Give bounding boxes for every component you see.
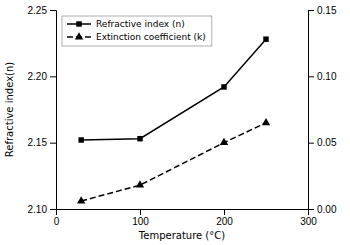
tick: 0.05	[308, 137, 337, 148]
series-markers	[78, 36, 268, 142]
tick-label: 0.00	[317, 204, 337, 215]
tick: 200	[216, 209, 233, 227]
y2-axis: 0.00 0.05 0.10 0.15	[308, 5, 337, 215]
tick-mark	[140, 209, 141, 215]
tick-mark	[308, 76, 314, 77]
tick-label: 0.10	[317, 71, 337, 82]
tick-mark	[50, 143, 56, 144]
tick-mark	[224, 209, 225, 215]
point	[220, 138, 228, 145]
tick-label: 2.15	[28, 137, 48, 148]
chart: 01002003002.102.152.202.250.000.050.100.…	[0, 0, 350, 245]
tick-label: 100	[132, 216, 149, 227]
tick: 2.10	[28, 204, 56, 215]
tick-label: 2.25	[28, 5, 48, 16]
tick-label: 0.05	[317, 137, 337, 148]
tick-label: 2.10	[28, 204, 48, 215]
tick-label: 0	[54, 216, 60, 227]
point	[77, 196, 85, 203]
legend-box	[62, 16, 212, 46]
tick: 0.10	[308, 71, 337, 82]
tick-label: 200	[216, 216, 233, 227]
series-markers	[77, 118, 270, 203]
tick: 100	[132, 209, 149, 227]
point	[137, 136, 142, 141]
legend-marker	[75, 32, 83, 39]
tick-mark	[308, 209, 314, 210]
tick-mark	[308, 143, 314, 144]
point	[221, 84, 226, 89]
tick: 0.00	[308, 204, 337, 215]
tick-mark	[50, 10, 56, 11]
tick-mark	[308, 10, 314, 11]
series-line	[81, 123, 266, 201]
legend-label: Refractive index (n)	[96, 19, 185, 29]
point	[263, 36, 268, 41]
tick: 2.15	[28, 137, 56, 148]
x-axis-title: Temperature (°C)	[138, 230, 225, 241]
tick: 0.15	[308, 5, 337, 16]
point	[136, 180, 144, 187]
tick-label: 2.20	[28, 71, 48, 82]
legend-label: Extinction coefficient (k)	[96, 32, 206, 42]
tick-label: 0.15	[317, 5, 337, 16]
axis-line	[309, 11, 315, 210]
axis-line	[57, 210, 309, 216]
tick-label: 300	[300, 216, 317, 227]
tick: 300	[300, 209, 317, 227]
plot-area	[77, 36, 270, 203]
y-axis: 2.10 2.15 2.20 2.25	[28, 5, 57, 215]
y-axis-title: Refractive index(n)	[4, 62, 15, 157]
axis-line	[50, 11, 57, 210]
point	[262, 118, 270, 125]
legend-marker	[76, 21, 81, 26]
tick-mark	[50, 76, 56, 77]
point	[78, 137, 83, 142]
tick: 2.20	[28, 71, 56, 82]
tick: 2.25	[28, 5, 56, 16]
tick: 0	[54, 209, 60, 227]
tick-mark	[50, 209, 56, 210]
legend: Refractive index (n) Extinction coefficie…	[62, 16, 212, 46]
x-axis: 0 100 200 300	[54, 209, 318, 227]
series-line	[81, 39, 266, 140]
